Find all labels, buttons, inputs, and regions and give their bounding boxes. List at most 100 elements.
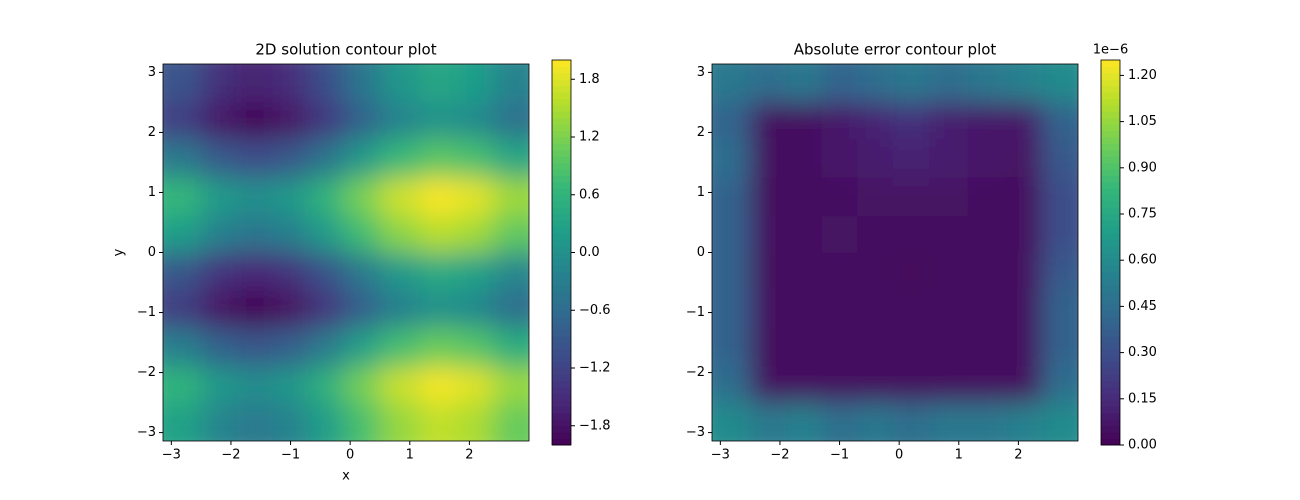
contour-cell bbox=[857, 288, 894, 329]
contour-cell bbox=[712, 327, 751, 368]
colorbar-tick-label: −0.6 bbox=[579, 303, 611, 318]
contour-cell bbox=[457, 138, 494, 178]
contour-cell bbox=[712, 138, 751, 178]
colorbar-band bbox=[552, 329, 571, 337]
colorbar-band bbox=[552, 207, 571, 215]
contour-cell bbox=[493, 138, 529, 178]
contour-cell bbox=[344, 288, 381, 329]
contour-cell bbox=[344, 216, 381, 253]
colorbar-band bbox=[552, 175, 571, 183]
colorbar-band bbox=[1101, 252, 1120, 260]
x-tick-label: 1 bbox=[406, 448, 414, 463]
contour-cell bbox=[163, 252, 202, 290]
colorbar-band bbox=[552, 156, 571, 164]
contour-cell bbox=[967, 138, 1007, 178]
colorbar-band bbox=[1101, 156, 1120, 164]
contour-cell bbox=[272, 64, 309, 103]
contour-cell bbox=[457, 327, 494, 368]
contour-cell bbox=[785, 177, 823, 217]
contour-cell bbox=[967, 366, 1007, 404]
x-tick-label: −1 bbox=[830, 448, 849, 463]
colorbar-band bbox=[552, 220, 571, 228]
contour-cell bbox=[201, 402, 238, 441]
contour-cell bbox=[308, 402, 345, 441]
contour-cell bbox=[418, 138, 458, 178]
contour-cell bbox=[344, 177, 381, 217]
colorbar-band bbox=[552, 98, 571, 106]
colorbar-band bbox=[552, 239, 571, 247]
contour-cell bbox=[928, 216, 969, 253]
contour-cell bbox=[928, 138, 969, 178]
contour-cell bbox=[344, 366, 381, 404]
contour-cell bbox=[493, 288, 529, 329]
colorbar-tick-label: 0.90 bbox=[1128, 160, 1157, 175]
contour-cell bbox=[163, 138, 202, 178]
colorbar-band bbox=[1101, 432, 1120, 439]
contour-cell bbox=[163, 64, 202, 103]
contour-cell bbox=[163, 366, 202, 404]
colorbar-band bbox=[552, 149, 571, 157]
contour-cell bbox=[1042, 252, 1078, 290]
colorbar-band bbox=[1101, 60, 1120, 67]
contour-cell bbox=[1042, 327, 1078, 368]
contour-cell bbox=[1042, 216, 1078, 253]
colorbar-band bbox=[552, 303, 571, 311]
contour-cell bbox=[457, 252, 494, 290]
colorbar-band bbox=[552, 380, 571, 388]
y-tick-label: −2 bbox=[686, 365, 705, 380]
colorbar-band bbox=[1101, 271, 1120, 279]
contour-cell bbox=[821, 102, 858, 139]
colorbar-band bbox=[552, 130, 571, 138]
contour-cell bbox=[750, 402, 787, 441]
contour-cell bbox=[1042, 138, 1078, 178]
contour-cell bbox=[1006, 288, 1043, 329]
chart-title: 2D solution contour plot bbox=[255, 41, 436, 59]
contour-cell bbox=[857, 64, 894, 103]
contour-cell bbox=[750, 366, 787, 404]
contour-cell bbox=[893, 138, 930, 178]
colorbar-band bbox=[1101, 92, 1120, 99]
colorbar-band bbox=[1101, 169, 1120, 176]
x-tick-label: −1 bbox=[281, 448, 300, 463]
colorbar-band bbox=[552, 162, 571, 170]
contour-cell bbox=[236, 64, 274, 103]
contour-cell bbox=[308, 216, 345, 253]
contour-cell bbox=[493, 402, 529, 441]
colorbar-tick-label: 1.20 bbox=[1128, 68, 1157, 83]
contour-cell bbox=[750, 216, 787, 253]
colorbar-band bbox=[552, 323, 571, 330]
colorbar-tick-label: 0.60 bbox=[1128, 253, 1157, 268]
colorbar-offset: 1e−6 bbox=[1093, 43, 1128, 58]
colorbar-band bbox=[1101, 143, 1120, 151]
contour-cell bbox=[1042, 366, 1078, 404]
colorbar-band bbox=[1101, 387, 1120, 395]
contour-cell bbox=[344, 327, 381, 368]
contour-cell bbox=[418, 64, 458, 103]
contour-cell bbox=[967, 288, 1007, 329]
colorbar-band bbox=[1101, 438, 1120, 446]
colorbar-band bbox=[1101, 66, 1120, 74]
contour-cell bbox=[857, 216, 894, 253]
contour-cell bbox=[712, 102, 751, 139]
colorbar-band bbox=[1101, 207, 1120, 215]
contour-cell bbox=[893, 177, 930, 217]
contour-cell bbox=[928, 402, 969, 441]
contour-cell bbox=[236, 177, 274, 217]
contour-cell bbox=[493, 102, 529, 139]
contour-cell bbox=[785, 288, 823, 329]
colorbar-band bbox=[552, 60, 571, 67]
colorbar-band bbox=[552, 72, 571, 80]
contour-cell bbox=[893, 252, 930, 290]
contour-cell bbox=[821, 138, 858, 178]
contour-cell bbox=[457, 177, 494, 217]
contour-cell bbox=[893, 366, 930, 404]
contour-cell bbox=[967, 327, 1007, 368]
x-axis-label: x bbox=[342, 469, 350, 484]
contour-cell bbox=[379, 177, 420, 217]
colorbar-band bbox=[1101, 419, 1120, 427]
colorbar-band bbox=[552, 201, 571, 208]
colorbar-band bbox=[1101, 361, 1120, 369]
colorbar-band bbox=[1101, 220, 1120, 228]
y-tick-label: 2 bbox=[148, 125, 156, 140]
